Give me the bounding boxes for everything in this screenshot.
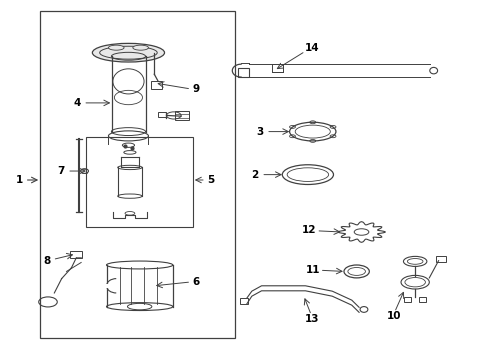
Bar [435, 256, 446, 262]
Text: 10: 10 [386, 311, 400, 320]
Text: 1: 1 [16, 175, 23, 185]
Ellipse shape [92, 43, 164, 62]
Bar [175, 111, 188, 120]
Text: 8: 8 [43, 256, 50, 266]
Text: 6: 6 [192, 277, 199, 287]
Bar [86, 137, 193, 226]
Text: 2: 2 [251, 170, 258, 180]
Ellipse shape [108, 45, 124, 50]
Text: 3: 3 [256, 127, 263, 136]
Text: 4: 4 [73, 98, 81, 108]
Bar [238, 68, 248, 77]
Text: 7: 7 [58, 166, 65, 176]
Text: 12: 12 [302, 225, 316, 235]
Text: 13: 13 [304, 314, 318, 324]
Text: 11: 11 [305, 265, 319, 275]
Bar [418, 297, 425, 302]
Bar [404, 297, 410, 302]
Text: 9: 9 [192, 84, 199, 94]
Bar [70, 251, 82, 258]
Bar [40, 12, 234, 338]
Bar [272, 64, 283, 72]
Bar [158, 112, 166, 117]
Bar [239, 298, 248, 304]
Text: 5: 5 [206, 175, 214, 185]
Ellipse shape [133, 45, 148, 50]
Bar [151, 81, 161, 89]
Ellipse shape [100, 46, 157, 59]
Text: 14: 14 [304, 44, 319, 53]
